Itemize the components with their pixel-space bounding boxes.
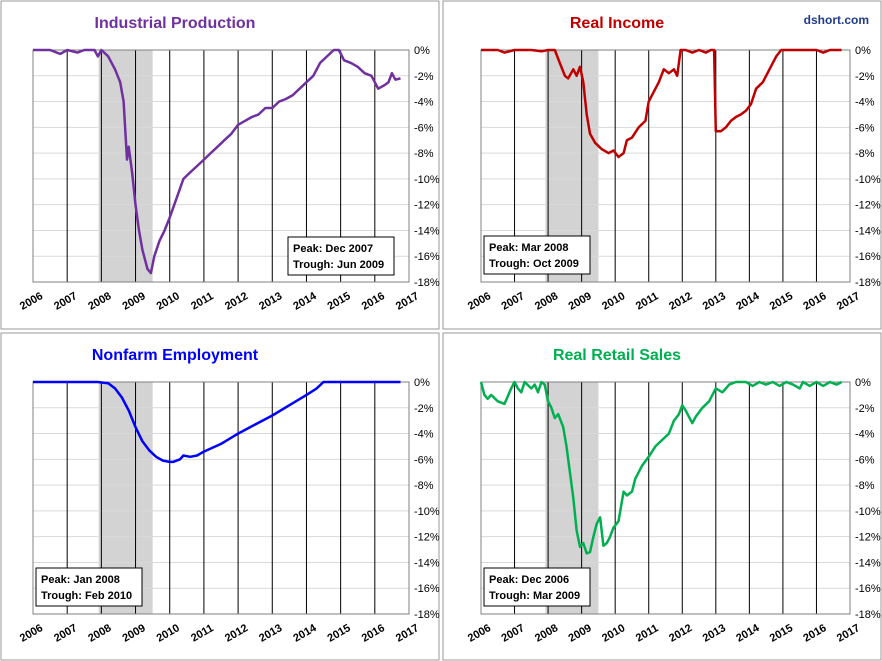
y-tick-label: -14% bbox=[855, 225, 881, 237]
annotation-peak: Peak: Mar 2008 bbox=[489, 242, 569, 254]
y-tick-label: 0% bbox=[414, 377, 430, 389]
y-tick-label: -8% bbox=[855, 480, 875, 492]
peak-trough-annotation: Peak: Dec 2006 Trough: Mar 2009 bbox=[483, 567, 591, 607]
annotation-trough: Trough: Feb 2010 bbox=[41, 590, 132, 602]
y-tick-label: -8% bbox=[414, 480, 434, 492]
chart-title: Real Retail Sales bbox=[553, 347, 681, 364]
y-tick-label: -6% bbox=[855, 122, 875, 134]
y-tick-label: -4% bbox=[414, 97, 434, 109]
annotation-box bbox=[483, 567, 591, 607]
annotation-box bbox=[483, 235, 591, 275]
y-tick-label: -4% bbox=[855, 429, 875, 441]
annotation-box bbox=[35, 567, 143, 607]
y-tick-label: -14% bbox=[855, 557, 881, 569]
y-tick-label: -4% bbox=[855, 97, 875, 109]
y-tick-label: -2% bbox=[855, 403, 875, 415]
y-tick-label: -14% bbox=[414, 557, 440, 569]
y-tick-label: -16% bbox=[855, 251, 881, 263]
y-tick-label: -10% bbox=[855, 506, 881, 518]
y-tick-label: 0% bbox=[414, 45, 430, 57]
y-tick-label: -8% bbox=[414, 148, 434, 160]
chart-title: Real Income bbox=[570, 15, 664, 32]
plot-frame bbox=[32, 381, 410, 615]
chart-panel-1: Industrial Production 0% -2% -4% -6% -8% -10% -… bbox=[0, 0, 440, 330]
annotation-trough: Trough: Jun 2009 bbox=[293, 259, 384, 271]
chart-panel-2: Real Income 0% -2% -4% -6% -8% -10% -12% -14% -16… bbox=[442, 0, 882, 330]
source-label: dshort.com bbox=[804, 13, 869, 27]
plot-frame bbox=[480, 49, 851, 283]
y-tick-label: -6% bbox=[414, 122, 434, 134]
chart-title: Nonfarm Employment bbox=[92, 347, 259, 364]
annotation-trough: Trough: Mar 2009 bbox=[489, 590, 580, 602]
y-tick-label: -18% bbox=[414, 277, 440, 289]
y-tick-label: -16% bbox=[414, 251, 440, 263]
y-tick-label: 0% bbox=[855, 45, 871, 57]
y-tick-label: -2% bbox=[414, 403, 434, 415]
y-tick-label: -10% bbox=[414, 506, 440, 518]
y-tick-label: -18% bbox=[855, 277, 881, 289]
y-tick-label: -6% bbox=[855, 454, 875, 466]
y-tick-label: -6% bbox=[414, 454, 434, 466]
y-tick-label: -12% bbox=[855, 532, 881, 544]
y-tick-label: -16% bbox=[414, 583, 440, 595]
series-line bbox=[481, 48, 842, 159]
y-tick-label: -16% bbox=[855, 583, 881, 595]
annotation-peak: Peak: Dec 2007 bbox=[293, 243, 373, 255]
y-tick-label: -18% bbox=[414, 609, 440, 621]
plot-frame bbox=[32, 49, 410, 283]
y-tick-label: -12% bbox=[414, 200, 440, 212]
y-tick-label: -12% bbox=[855, 200, 881, 212]
y-tick-label: -10% bbox=[414, 174, 440, 186]
recession-band bbox=[98, 50, 153, 282]
series-line bbox=[33, 380, 401, 464]
annotation-trough: Trough: Oct 2009 bbox=[489, 258, 579, 270]
y-tick-label: -2% bbox=[414, 71, 434, 83]
peak-trough-annotation: Peak: Dec 2007 Trough: Jun 2009 bbox=[287, 236, 395, 276]
y-tick-label: -18% bbox=[855, 609, 881, 621]
series-line bbox=[33, 48, 401, 275]
y-tick-label: -14% bbox=[414, 225, 440, 237]
chart-panel-4: Real Retail Sales 0% -2% -4% -6% -8% -10% -12% -… bbox=[442, 332, 882, 661]
plot-frame bbox=[480, 381, 851, 615]
chart-panel-3: Nonfarm Employment 0% -2% -4% -6% -8% -10% -12%… bbox=[0, 332, 440, 661]
peak-trough-annotation: Peak: Jan 2008 Trough: Feb 2010 bbox=[35, 567, 143, 607]
y-tick-label: -4% bbox=[414, 429, 434, 441]
y-tick-label: -10% bbox=[855, 174, 881, 186]
annotation-peak: Peak: Dec 2006 bbox=[489, 574, 569, 586]
annotation-box bbox=[287, 236, 395, 276]
y-tick-label: 0% bbox=[855, 377, 871, 389]
y-tick-label: -8% bbox=[855, 148, 875, 160]
peak-trough-annotation: Peak: Mar 2008 Trough: Oct 2009 bbox=[483, 235, 591, 275]
chart-title: Industrial Production bbox=[95, 15, 256, 32]
series-line bbox=[479, 380, 843, 555]
annotation-peak: Peak: Jan 2008 bbox=[41, 574, 120, 586]
y-tick-label: -12% bbox=[414, 532, 440, 544]
y-tick-label: -2% bbox=[855, 71, 875, 83]
